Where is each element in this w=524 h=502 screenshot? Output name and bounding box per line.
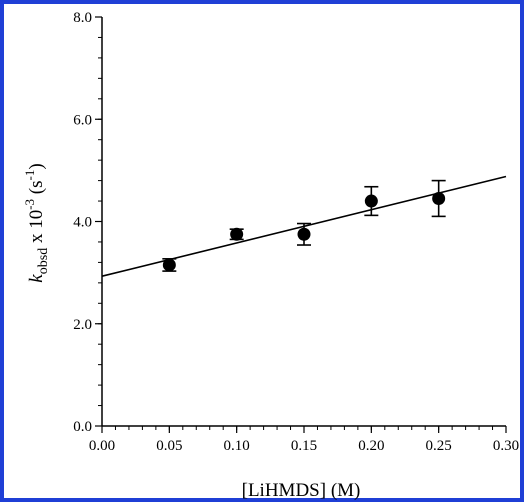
y-axis-unit-open: (s [26, 180, 47, 198]
ticks [95, 16, 507, 433]
y-axis-unit-close: ) [26, 163, 47, 169]
data-point [162, 258, 176, 272]
y-tick-label: 2.0 [73, 317, 92, 333]
y-axis-title: kobsd x 10-3 (s-1) [22, 163, 51, 282]
y-axis-subscript: obsd [36, 248, 51, 274]
y-tick-label: 0.0 [73, 419, 92, 435]
x-tick-label: 0.25 [426, 438, 452, 454]
data-point [297, 227, 311, 241]
x-tick-label: 0.10 [224, 438, 250, 454]
y-axis-symbol: k [26, 274, 47, 283]
y-tick-label: 8.0 [73, 10, 92, 26]
y-tick-label: 6.0 [73, 112, 92, 128]
x-tick-label: 0.30 [493, 438, 519, 454]
y-axis-middle: x 10 [26, 210, 47, 248]
x-tick-label: 0.00 [89, 438, 115, 454]
axes [101, 17, 506, 427]
y-axis-exponent: -3 [22, 199, 37, 210]
data-marks [101, 175, 507, 277]
y-axis-unit-exponent: -1 [22, 170, 37, 181]
y-tick-label: 4.0 [73, 215, 92, 231]
x-tick-label: 0.20 [358, 438, 384, 454]
data-point [364, 194, 378, 208]
x-tick-label: 0.15 [291, 438, 317, 454]
x-tick-label: 0.05 [156, 438, 182, 454]
tick-labels: 0.00 0.05 0.10 0.15 0.20 0.25 0.30 0.0 2.0 4.0 6.0… [73, 10, 519, 454]
x-axis-title: [LiHMDS] (M) [242, 480, 361, 501]
data-point [432, 191, 446, 205]
data-point [230, 227, 244, 241]
